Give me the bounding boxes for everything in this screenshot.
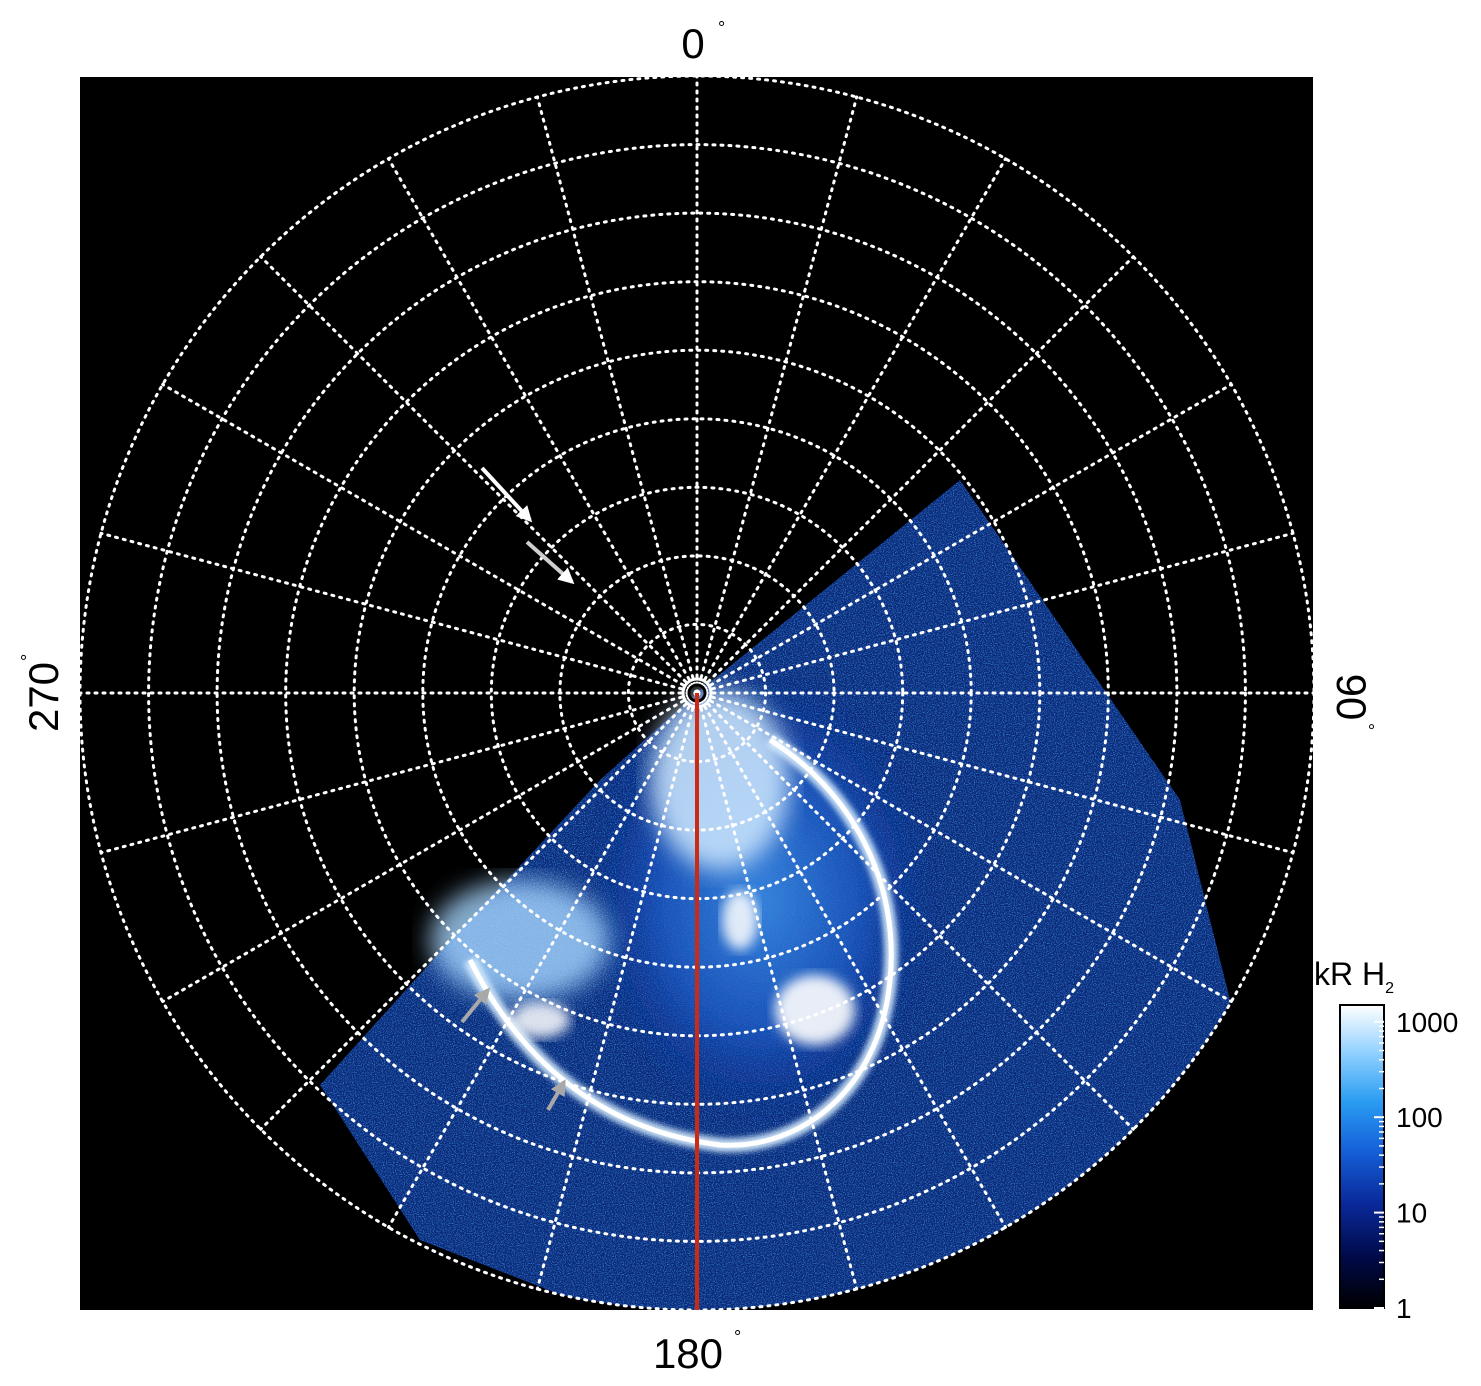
colorbar-tick-label: 10	[1396, 1198, 1427, 1229]
longitude-label-left: 270 °	[18, 654, 67, 732]
svg-text:90: 90	[1328, 674, 1375, 721]
svg-text:180: 180	[653, 1330, 723, 1377]
svg-text:°: °	[734, 1327, 741, 1347]
white-arrow-1	[480, 466, 533, 523]
svg-text:0: 0	[681, 20, 704, 67]
longitude-label-top: 0 °	[681, 18, 725, 67]
meridian-line	[695, 691, 1007, 1229]
colorbar-tick-label: 1	[1396, 1293, 1412, 1324]
colorbar-gradient	[1339, 1004, 1385, 1309]
colorbar: kR H2 1 10 100 1000	[1314, 956, 1458, 1324]
svg-text:270: 270	[20, 662, 67, 732]
svg-text:°: °	[18, 654, 38, 661]
aurora-emission	[320, 480, 1230, 1310]
colorbar-ticks: 1 10 100 1000	[1374, 1007, 1458, 1324]
meridian-line	[695, 383, 1233, 695]
meridian-line	[99, 531, 699, 695]
meridian-line	[695, 691, 1233, 1003]
svg-text:°: °	[718, 18, 725, 38]
colorbar-tick-label: 1000	[1396, 1007, 1458, 1038]
meridian-line	[695, 691, 1135, 1131]
meridian-line	[535, 95, 699, 695]
meridian-line	[259, 255, 699, 695]
meridian-line	[387, 157, 699, 695]
meridian-line	[695, 255, 1135, 695]
svg-text:°: °	[1357, 723, 1377, 730]
meridian-line	[161, 383, 699, 695]
longitude-label-bottom: 180 °	[653, 1327, 741, 1377]
meridian-line	[695, 691, 1295, 855]
meridian-line	[161, 691, 699, 1003]
colorbar-tick-label: 100	[1396, 1102, 1443, 1133]
gray-arrow-1	[460, 987, 491, 1024]
meridian-line	[695, 531, 1295, 695]
meridian-line	[99, 691, 699, 855]
longitude-label-right: 90 °	[1328, 674, 1377, 731]
meridian-line	[695, 691, 859, 1291]
gray-arrow-2	[546, 1079, 566, 1111]
meridian-line	[259, 691, 699, 1131]
meridian-line	[387, 691, 699, 1229]
colorbar-title: kR H2	[1314, 956, 1394, 997]
meridian-line	[695, 157, 1007, 695]
latitude-ring	[147, 143, 1247, 1243]
white-arrow-2	[525, 540, 575, 585]
meridian-line	[695, 95, 859, 695]
latitude-ring	[626, 622, 768, 764]
meridian-line	[535, 691, 699, 1291]
